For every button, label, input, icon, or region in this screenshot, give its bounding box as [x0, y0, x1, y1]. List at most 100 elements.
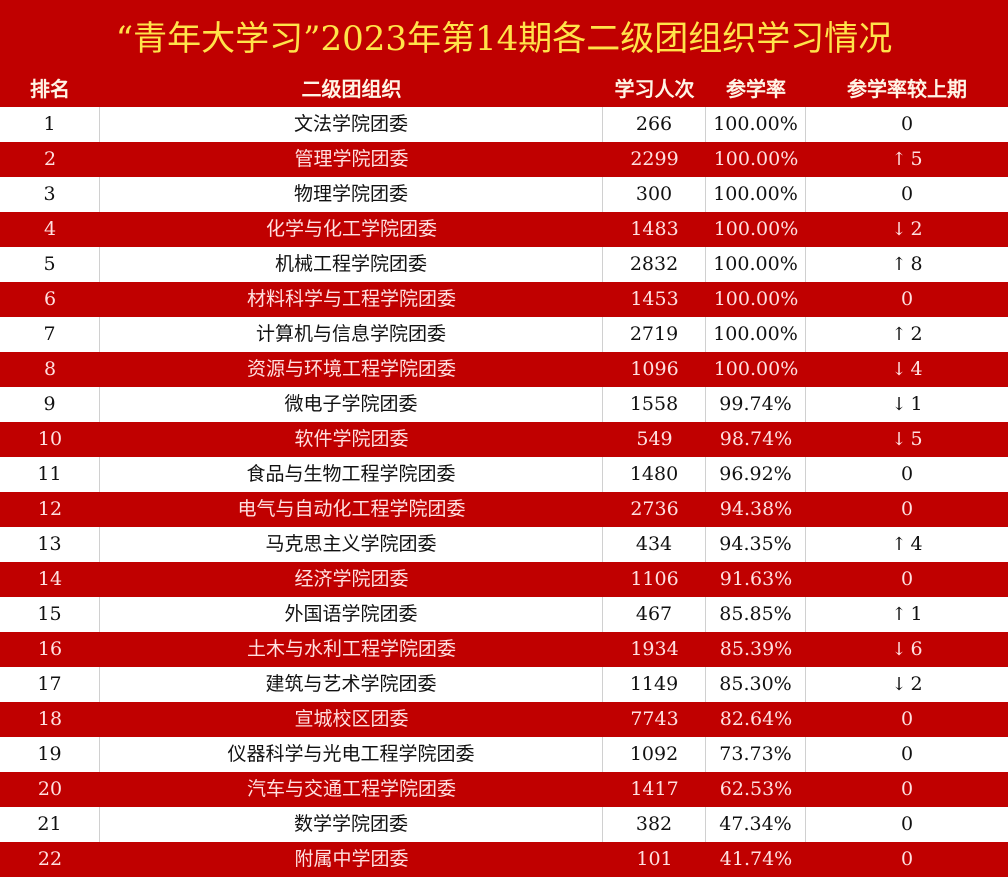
org-cell: 软件学院团委	[294, 428, 409, 450]
org-cell: 电气与自动化工程学院团委	[237, 498, 466, 520]
count-cell: 101	[636, 848, 673, 870]
table-row: 22 附属中学团委 101 41.74% 0	[0, 842, 1008, 877]
change-cell: 0	[806, 807, 1008, 842]
rate-cell: 100.00%	[706, 247, 806, 282]
change-value: 1	[910, 603, 923, 625]
count-cell: 266	[603, 107, 706, 142]
rank-cell: 4	[43, 218, 57, 240]
table-row: 13 马克思主义学院团委 434 94.35% ↑ 4	[0, 527, 1008, 562]
table-row: 20 汽车与交通工程学院团委 1417 62.53% 0	[0, 772, 1008, 807]
change-value: 2	[910, 218, 923, 240]
change-cell: ↑ 5	[806, 142, 1008, 177]
change-value: 4	[910, 533, 923, 555]
change-cell: 0	[806, 842, 1008, 877]
change-cell: ↓ 6	[806, 632, 1008, 667]
rate-cell: 73.73%	[706, 737, 806, 772]
header-rate: 参学率	[726, 77, 786, 101]
change-value: 0	[900, 568, 914, 590]
change-cell: ↑ 4	[806, 527, 1008, 562]
arrow-down-icon: ↓	[891, 359, 907, 380]
org-cell: 数学学院团委	[100, 807, 603, 842]
change-cell: 0	[806, 457, 1008, 492]
arrow-down-icon: ↓	[891, 429, 907, 450]
org-cell: 外国语学院团委	[100, 597, 603, 632]
count-cell: 434	[603, 527, 706, 562]
rate-cell: 96.92%	[706, 457, 806, 492]
org-cell: 机械工程学院团委	[100, 247, 603, 282]
count-cell: 1480	[603, 457, 706, 492]
count-cell: 2299	[630, 148, 679, 170]
rank-cell: 16	[37, 638, 63, 660]
rate-cell: 100.00%	[713, 148, 799, 170]
change-value: 0	[900, 848, 914, 870]
table-row: 6 材料科学与工程学院团委 1453 100.00% 0	[0, 282, 1008, 317]
rate-cell: 85.30%	[706, 667, 806, 702]
table-row: 2 管理学院团委 2299 100.00% ↑ 5	[0, 142, 1008, 177]
org-cell: 土木与水利工程学院团委	[246, 638, 456, 660]
table-row: 19 仪器科学与光电工程学院团委 1092 73.73% 0	[0, 737, 1008, 772]
change-cell: 0	[806, 772, 1008, 807]
rate-cell: 100.00%	[713, 358, 799, 380]
count-cell: 300	[603, 177, 706, 212]
arrow-up-icon: ↑	[891, 149, 907, 170]
rate-cell: 85.39%	[719, 638, 793, 660]
arrow-up-icon: ↑	[891, 534, 907, 555]
table-row: 16 土木与水利工程学院团委 1934 85.39% ↓ 6	[0, 632, 1008, 667]
count-cell: 1934	[630, 638, 679, 660]
org-cell: 马克思主义学院团委	[100, 527, 603, 562]
change-value: 1	[910, 393, 923, 415]
arrow-down-icon: ↓	[891, 639, 907, 660]
count-cell: 1453	[630, 288, 679, 310]
change-value: 0	[900, 463, 914, 485]
change-value: 0	[900, 183, 914, 205]
change-value: 5	[910, 148, 923, 170]
rate-cell: 100.00%	[713, 288, 799, 310]
rank-cell: 19	[0, 737, 100, 772]
change-value: 4	[910, 358, 923, 380]
rank-cell: 11	[0, 457, 100, 492]
change-cell: 0	[806, 702, 1008, 737]
change-cell: 0	[806, 492, 1008, 527]
rate-cell: 100.00%	[713, 218, 799, 240]
rate-cell: 41.74%	[719, 848, 793, 870]
count-cell: 7743	[630, 708, 679, 730]
arrow-up-icon: ↑	[891, 324, 907, 345]
header-count: 学习人次	[614, 77, 695, 101]
count-cell: 1092	[603, 737, 706, 772]
rank-cell: 14	[37, 568, 63, 590]
org-cell: 食品与生物工程学院团委	[100, 457, 603, 492]
change-value: 0	[900, 498, 914, 520]
change-cell: ↓ 2	[806, 667, 1008, 702]
table-row: 1 文法学院团委 266 100.00% 0	[0, 107, 1008, 142]
change-value: 0	[900, 813, 914, 835]
rate-cell: 85.85%	[706, 597, 806, 632]
header-rank: 排名	[30, 77, 70, 101]
org-cell: 宣城校区团委	[294, 708, 409, 730]
table-row: 9 微电子学院团委 1558 99.74% ↓ 1	[0, 387, 1008, 422]
table-row: 17 建筑与艺术学院团委 1149 85.30% ↓ 2	[0, 667, 1008, 702]
header-org: 二级团组织	[301, 77, 402, 101]
rate-cell: 82.64%	[719, 708, 793, 730]
change-cell: 0	[806, 107, 1008, 142]
table-row: 7 计算机与信息学院团委 2719 100.00% ↑ 2	[0, 317, 1008, 352]
rank-cell: 5	[0, 247, 100, 282]
count-cell: 1417	[630, 778, 679, 800]
rank-cell: 7	[0, 317, 100, 352]
rate-cell: 98.74%	[719, 428, 793, 450]
change-value: 6	[910, 638, 923, 660]
rank-cell: 10	[37, 428, 63, 450]
change-cell: 0	[806, 562, 1008, 597]
table-body: 1 文法学院团委 266 100.00% 0 2 管理学院团委 2299 100.00% ↑ 5 3 物…	[0, 107, 1008, 877]
change-cell: 0	[806, 737, 1008, 772]
count-cell: 2719	[603, 317, 706, 352]
count-cell: 1096	[630, 358, 679, 380]
count-cell: 1483	[630, 218, 679, 240]
count-cell: 1106	[630, 568, 679, 590]
rank-cell: 1	[0, 107, 100, 142]
table-row: 3 物理学院团委 300 100.00% 0	[0, 177, 1008, 212]
change-cell: ↓ 4	[806, 352, 1008, 387]
org-cell: 附属中学团委	[294, 848, 409, 870]
change-cell: ↓ 1	[806, 387, 1008, 422]
change-value: 2	[910, 673, 923, 695]
rate-cell: 94.35%	[706, 527, 806, 562]
